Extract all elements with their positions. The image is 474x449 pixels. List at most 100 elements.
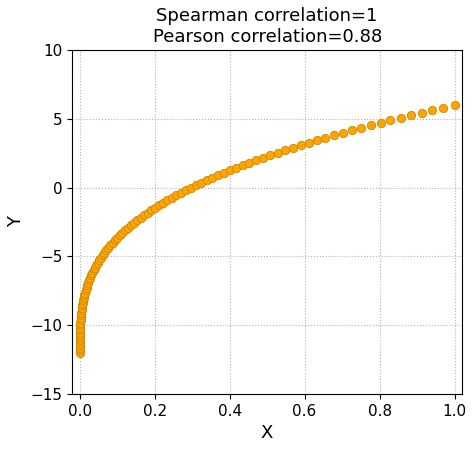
Point <box>76 336 83 343</box>
Point <box>182 186 190 194</box>
Point <box>77 319 84 326</box>
Point <box>80 296 87 304</box>
Point <box>102 247 110 254</box>
Point <box>144 209 151 216</box>
Point <box>197 179 205 186</box>
Point <box>92 261 100 269</box>
X-axis label: X: X <box>261 424 273 442</box>
Point <box>266 151 274 158</box>
Point <box>78 309 85 316</box>
Point <box>451 101 458 109</box>
Point <box>130 219 138 226</box>
Point <box>77 317 84 324</box>
Point <box>428 106 436 114</box>
Point <box>76 324 84 331</box>
Point <box>111 237 118 244</box>
Point <box>76 329 84 336</box>
Point <box>137 214 145 221</box>
Point <box>94 259 101 266</box>
Y-axis label: Y: Y <box>7 216 25 228</box>
Point <box>177 189 185 196</box>
Point <box>99 251 107 259</box>
Point <box>90 266 97 273</box>
Point <box>76 344 83 351</box>
Point <box>239 162 246 169</box>
Point <box>151 204 159 211</box>
Point <box>220 169 228 176</box>
Point <box>289 144 297 151</box>
Point <box>134 216 141 224</box>
Point <box>348 127 356 134</box>
Point <box>76 341 83 348</box>
Point <box>168 194 175 201</box>
Point <box>187 184 194 191</box>
Point <box>246 159 253 166</box>
Point <box>313 136 321 144</box>
Point <box>418 109 425 116</box>
Point <box>164 197 171 204</box>
Point <box>155 202 163 209</box>
Point <box>118 229 126 236</box>
Point <box>439 104 447 111</box>
Point <box>232 164 240 171</box>
Point <box>297 141 304 149</box>
Point <box>252 156 260 163</box>
Point <box>387 116 394 123</box>
Point <box>76 349 83 356</box>
Point <box>76 321 84 329</box>
Point <box>127 221 135 229</box>
Point <box>83 284 91 291</box>
Point <box>147 207 155 214</box>
Point <box>95 256 103 264</box>
Point <box>89 269 96 276</box>
Point <box>97 254 105 261</box>
Point <box>377 119 384 126</box>
Point <box>78 304 86 311</box>
Point <box>214 172 222 179</box>
Point <box>83 282 91 289</box>
Point <box>159 199 167 206</box>
Point <box>86 274 94 281</box>
Point <box>82 286 90 294</box>
Point <box>79 299 87 306</box>
Point <box>116 231 124 238</box>
Point <box>77 314 84 321</box>
Point <box>397 114 404 121</box>
Point <box>76 347 83 354</box>
Point <box>281 146 289 154</box>
Point <box>87 272 95 279</box>
Point <box>114 234 121 241</box>
Point <box>76 326 84 334</box>
Point <box>226 167 234 174</box>
Point <box>84 279 92 286</box>
Point <box>91 264 99 271</box>
Point <box>124 224 132 231</box>
Point <box>76 339 83 346</box>
Point <box>80 294 88 301</box>
Point <box>367 122 374 129</box>
Point <box>357 124 365 131</box>
Point <box>100 249 108 256</box>
Point <box>105 244 112 251</box>
Point <box>107 242 114 249</box>
Point <box>78 307 85 314</box>
Point <box>322 134 329 141</box>
Point <box>305 139 312 146</box>
Point <box>81 289 89 296</box>
Point <box>330 132 338 139</box>
Point <box>209 174 216 181</box>
Point <box>77 312 85 319</box>
Point <box>109 239 117 246</box>
Title: Spearman correlation=1
Pearson correlation=0.88: Spearman correlation=1 Pearson correlati… <box>153 7 382 46</box>
Point <box>259 154 267 161</box>
Point <box>407 111 415 119</box>
Point <box>81 291 88 299</box>
Point <box>85 277 93 284</box>
Point <box>192 181 200 189</box>
Point <box>140 211 148 219</box>
Point <box>203 176 210 184</box>
Point <box>273 149 281 156</box>
Point <box>173 191 180 198</box>
Point <box>79 301 86 308</box>
Point <box>76 334 83 341</box>
